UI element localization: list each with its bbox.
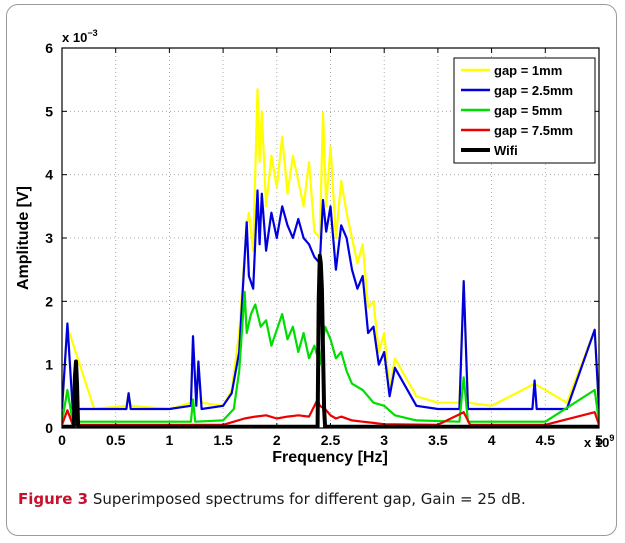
series-line-2 [62, 189, 599, 411]
y-tick-label: 0 [45, 420, 53, 436]
legend-label: gap = 2.5mm [494, 83, 573, 98]
series-line-5 [62, 253, 599, 428]
figure-caption: Figure 3 Superimposed spectrums for diff… [18, 489, 608, 510]
figure-label: Figure 3 [18, 490, 89, 508]
grid-lines [62, 48, 599, 428]
x-tick-labels: 0 0.5 1 1.5 2 2.5 3 3.5 4 4.5 5 [58, 432, 603, 448]
y-tick-labels: 0 1 2 3 4 5 6 [45, 40, 53, 436]
y-tick-label: 3 [45, 230, 53, 246]
x-tick-label: 1.5 [213, 432, 233, 448]
x-axis-label: Frequency [Hz] [272, 449, 388, 466]
x-tick-label: 0.5 [106, 432, 126, 448]
y-tick-label: 6 [45, 40, 53, 56]
y-axis-label: Amplitude [V] [15, 186, 32, 290]
y-tick-label: 1 [45, 357, 53, 373]
y-tick-label: 5 [45, 103, 53, 119]
chart: 0 0.5 1 1.5 2 2.5 3 3.5 4 4.5 5 0 1 2 3 4 5 6 x 10−3 x 1… [15, 28, 614, 466]
x-tick-label: 3 [380, 432, 388, 448]
x-tick-label: 0 [58, 432, 66, 448]
legend: gap = 1mm gap = 2.5mm gap = 5mm gap = 7.5mm… [453, 57, 596, 164]
x-tick-label: 3.5 [428, 432, 448, 448]
caption-text: Superimposed spectrums for different gap… [92, 490, 526, 508]
y-tick-label: 2 [45, 293, 53, 309]
x-tick-label: 4.5 [536, 432, 556, 448]
series-line-3 [62, 290, 599, 423]
legend-label: gap = 7.5mm [494, 123, 573, 138]
x-tick-label: 2 [273, 432, 281, 448]
series-layer [62, 88, 599, 428]
axis-ticks [61, 47, 600, 429]
legend-label: gap = 1mm [494, 63, 562, 78]
y-tick-label: 4 [45, 167, 53, 183]
x-tick-label: 4 [488, 432, 496, 448]
x-multiplier: x 109 [584, 433, 614, 450]
x-tick-label: 5 [595, 432, 603, 448]
x-tick-label: 2.5 [321, 432, 341, 448]
legend-label: gap = 5mm [494, 103, 562, 118]
legend-label: Wifi [494, 143, 518, 158]
y-multiplier: x 10−3 [62, 28, 98, 45]
x-tick-label: 1 [166, 432, 174, 448]
